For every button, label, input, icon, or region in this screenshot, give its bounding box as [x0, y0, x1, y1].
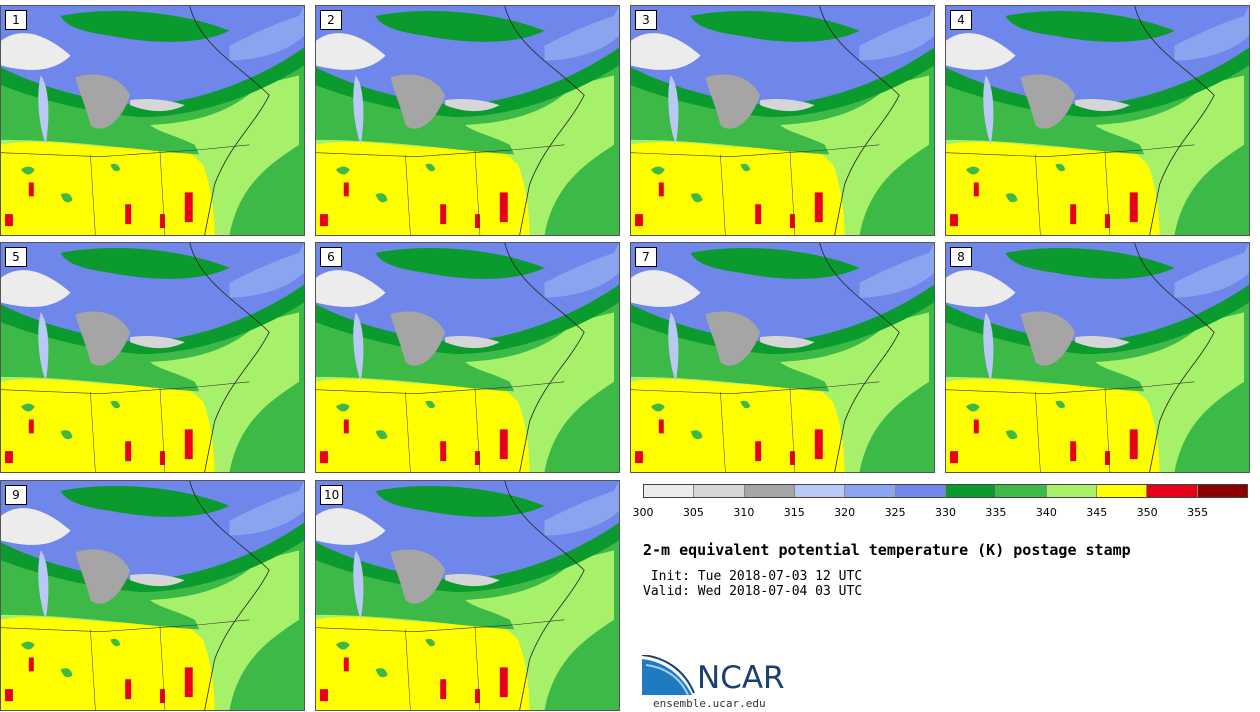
colorbar-tick-label: 320: [834, 506, 856, 519]
colorbar-segment-9: [1096, 485, 1148, 497]
map-panel-7: 7: [630, 242, 935, 473]
panel-label: 8: [950, 247, 972, 267]
site-url: ensemble.ucar.edu: [653, 697, 766, 710]
panel-label: 5: [5, 247, 27, 267]
colorbar-tick-label: 300: [632, 506, 654, 519]
colorbar-tick-label: 345: [1086, 506, 1108, 519]
panel-label: 3: [635, 10, 657, 30]
panel-label: 6: [320, 247, 342, 267]
colorbar-tick-label: 350: [1136, 506, 1158, 519]
panel-label: 10: [320, 485, 344, 505]
panel-label: 1: [5, 10, 27, 30]
colorbar: [643, 484, 1248, 498]
map-panel-1: 1: [0, 5, 305, 236]
colorbar-segment-2: [744, 485, 795, 497]
init-time: Init: Tue 2018-07-03 12 UTC: [643, 569, 863, 584]
valid-time: Valid: Wed 2018-07-04 03 UTC: [643, 584, 863, 599]
colorbar-segment-8: [1046, 485, 1097, 497]
ncar-logo-icon: [642, 655, 695, 696]
colorbar-segment-4: [845, 485, 896, 497]
colorbar-segment-1: [694, 485, 745, 497]
map-panel-6: 6: [315, 242, 620, 473]
map-panel-2: 2: [315, 5, 620, 236]
colorbar-segment-6: [945, 485, 997, 497]
map-panel-10: 10: [315, 480, 620, 711]
panel-label: 4: [950, 10, 972, 30]
colorbar-segment-11: [1197, 485, 1247, 497]
map-panel-3: 3: [630, 5, 935, 236]
colorbar-segment-0: [644, 485, 695, 497]
colorbar-segment-5: [895, 485, 946, 497]
colorbar-tick-label: 330: [935, 506, 956, 519]
colorbar-segment-3: [794, 485, 846, 497]
panel-label: 2: [320, 10, 342, 30]
colorbar-segment-10: [1147, 485, 1198, 497]
map-panel-5: 5: [0, 242, 305, 473]
colorbar-tick-label: 310: [733, 506, 755, 519]
plot-title: 2-m equivalent potential temperature (K)…: [643, 541, 1131, 559]
map-panel-4: 4: [945, 5, 1250, 236]
ncar-logo-text: NCAR: [697, 660, 785, 696]
colorbar-segment-7: [996, 485, 1047, 497]
map-panel-9: 9: [0, 480, 305, 711]
colorbar-tick-label: 305: [682, 506, 704, 519]
colorbar-tick-label: 315: [783, 506, 805, 519]
colorbar-tick-label: 355: [1187, 506, 1209, 519]
colorbar-tick-label: 325: [884, 506, 906, 519]
panel-label: 9: [5, 485, 27, 505]
colorbar-tick-label: 340: [1035, 506, 1057, 519]
colorbar-tick-label: 335: [985, 506, 1007, 519]
panel-label: 7: [635, 247, 657, 267]
colorbar-ticks: 300 305 310 315 320 325 330 335 340 345 350 355: [633, 506, 1248, 522]
map-panel-8: 8: [945, 242, 1250, 473]
